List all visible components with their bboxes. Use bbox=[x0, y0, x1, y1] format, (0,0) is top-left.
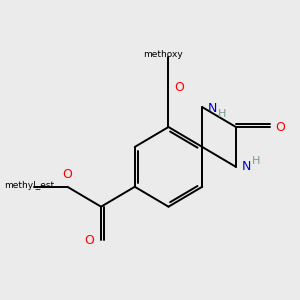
Text: H: H bbox=[252, 156, 260, 166]
Text: H: H bbox=[218, 109, 226, 119]
Text: N: N bbox=[208, 102, 217, 115]
Text: N: N bbox=[242, 160, 251, 173]
Text: methoxy: methoxy bbox=[143, 50, 183, 59]
Text: methyl_est: methyl_est bbox=[4, 181, 54, 190]
Text: O: O bbox=[275, 121, 285, 134]
Text: O: O bbox=[62, 168, 72, 181]
Text: O: O bbox=[85, 234, 94, 247]
Text: O: O bbox=[174, 81, 184, 94]
